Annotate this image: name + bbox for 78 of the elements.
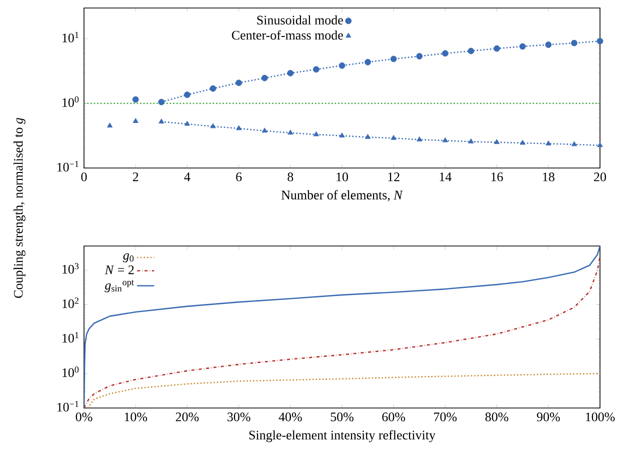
x-tick-label: 0 bbox=[81, 172, 87, 182]
x-tick-label: 50% bbox=[330, 412, 354, 422]
point bbox=[158, 118, 164, 124]
point bbox=[288, 130, 294, 135]
point bbox=[210, 85, 216, 92]
x-tick-label: 90% bbox=[536, 412, 560, 422]
point bbox=[468, 48, 474, 54]
x-tick-label: 6 bbox=[236, 172, 242, 182]
y-tick-label: 10$^{1}$ bbox=[62, 32, 78, 42]
y-tick-label: 10$^{3}$ bbox=[62, 263, 79, 274]
x-tick-label: 8 bbox=[288, 172, 294, 182]
y-axis-title: Coupling strength, normalised to g bbox=[14, 118, 26, 298]
y-tick-label: 10$^{0}$ bbox=[62, 96, 79, 107]
point bbox=[184, 92, 190, 98]
x-tick-label: 18 bbox=[543, 172, 554, 182]
line-series bbox=[86, 372, 600, 408]
point bbox=[545, 42, 552, 48]
x-tick-label: 30% bbox=[228, 412, 250, 422]
x-tick-label: 10% bbox=[124, 412, 148, 422]
point bbox=[132, 96, 139, 103]
point bbox=[494, 139, 500, 144]
point bbox=[570, 40, 578, 46]
point bbox=[546, 140, 552, 146]
point bbox=[236, 80, 242, 86]
legend-label: g$_{0}$ bbox=[122, 253, 134, 262]
x-tick-label: 12 bbox=[388, 172, 400, 182]
point bbox=[442, 137, 448, 142]
point bbox=[313, 131, 319, 136]
legend-label: N = 2 bbox=[104, 266, 134, 274]
point bbox=[596, 38, 604, 44]
y-tick-label: 10$^{−1}$ bbox=[57, 161, 78, 172]
x-tick-label: 70% bbox=[434, 412, 457, 422]
point bbox=[390, 134, 396, 140]
x-tick-label: 100% bbox=[586, 412, 615, 422]
x-axis-title: Single-element intensity reflectivity bbox=[249, 430, 436, 442]
point bbox=[107, 122, 113, 128]
y-tick-label: 10$^{2}$ bbox=[62, 298, 78, 308]
point bbox=[132, 118, 138, 123]
point bbox=[468, 138, 474, 144]
x-tick-label: 20 bbox=[594, 172, 606, 182]
x-tick-label: 0% bbox=[76, 412, 92, 422]
legend-label: Center-of-mass mode bbox=[232, 30, 343, 40]
point bbox=[494, 45, 500, 52]
point bbox=[262, 128, 268, 133]
point bbox=[287, 70, 294, 76]
x-tick-label: 2 bbox=[132, 172, 138, 182]
x-tick-label: 80% bbox=[485, 412, 508, 422]
point bbox=[520, 140, 526, 145]
x-axis-title: Number of elements, N bbox=[281, 190, 403, 202]
point bbox=[236, 125, 242, 130]
point bbox=[365, 134, 371, 139]
point bbox=[416, 53, 423, 60]
x-tick-label: 20% bbox=[176, 412, 199, 422]
point bbox=[158, 98, 165, 106]
x-tick-label: 60% bbox=[382, 412, 406, 422]
point bbox=[210, 123, 216, 128]
point bbox=[364, 58, 371, 66]
x-tick-label: 14 bbox=[440, 172, 452, 182]
x-tick-label: 40% bbox=[278, 412, 302, 422]
point bbox=[519, 43, 526, 50]
y-tick-label: 10$^{1}$ bbox=[62, 332, 78, 343]
x-tick-label: 16 bbox=[491, 172, 503, 182]
point bbox=[338, 62, 346, 69]
y-tick-label: 10$^{0}$ bbox=[62, 366, 79, 378]
point bbox=[313, 66, 320, 73]
x-tick-label: 10 bbox=[336, 172, 348, 182]
point bbox=[571, 141, 577, 146]
x-tick-label: 4 bbox=[184, 172, 190, 182]
point bbox=[184, 120, 190, 126]
point bbox=[339, 132, 345, 138]
point bbox=[442, 50, 448, 57]
legend-label: g$_{sin}$opt bbox=[104, 280, 134, 292]
legend-label: Sinusoidal mode bbox=[257, 15, 343, 25]
point bbox=[416, 136, 422, 142]
point bbox=[261, 74, 268, 82]
point bbox=[390, 56, 397, 62]
y-tick-label: 10$^{−1}$ bbox=[57, 401, 78, 412]
point bbox=[597, 142, 603, 148]
